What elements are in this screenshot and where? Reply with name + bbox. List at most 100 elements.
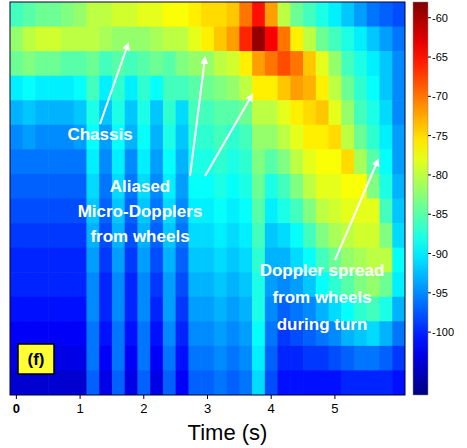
heatmap-cell bbox=[74, 149, 87, 174]
heatmap-cell bbox=[367, 346, 380, 371]
heatmap-cell bbox=[380, 51, 393, 76]
heatmap-cell bbox=[227, 51, 240, 76]
heatmap-cell bbox=[176, 100, 189, 125]
heatmap-cell bbox=[290, 51, 303, 76]
heatmap-cell bbox=[86, 370, 99, 395]
heatmap-cell bbox=[35, 248, 48, 273]
heatmap-cell bbox=[329, 346, 342, 371]
heatmap-cell bbox=[354, 100, 367, 125]
heatmap-cell bbox=[35, 76, 48, 101]
heatmap-cell bbox=[150, 370, 163, 395]
heatmap-cell bbox=[329, 174, 342, 199]
heatmap-cell bbox=[380, 2, 393, 27]
heatmap-cell bbox=[23, 125, 36, 150]
heatmap-cell bbox=[10, 199, 23, 224]
heatmap-cell bbox=[367, 223, 380, 248]
heatmap-cell bbox=[112, 27, 125, 52]
heatmap-cell bbox=[227, 346, 240, 371]
heatmap-cell bbox=[112, 321, 125, 346]
heatmap-cell bbox=[354, 51, 367, 76]
heatmap-cell bbox=[48, 174, 61, 199]
heatmap-cell bbox=[329, 125, 342, 150]
heatmap-cell bbox=[214, 2, 227, 27]
heatmap-cell bbox=[61, 297, 74, 322]
colorbar-tick bbox=[428, 174, 431, 175]
heatmap-cell bbox=[201, 346, 214, 371]
heatmap-cell bbox=[74, 297, 87, 322]
heatmap-cell bbox=[392, 100, 405, 125]
heatmap-cell bbox=[48, 2, 61, 27]
heatmap-cell bbox=[341, 51, 354, 76]
heatmap-cell bbox=[227, 174, 240, 199]
heatmap-cell bbox=[61, 321, 74, 346]
heatmap-cell bbox=[188, 370, 201, 395]
heatmap-cell bbox=[252, 174, 265, 199]
colorbar-tick-label: -85 bbox=[432, 208, 448, 220]
heatmap-cell bbox=[354, 370, 367, 395]
heatmap-cell bbox=[61, 223, 74, 248]
heatmap-cell bbox=[252, 199, 265, 224]
heatmap-cell bbox=[23, 321, 36, 346]
heatmap-cell bbox=[367, 2, 380, 27]
heatmap-cell bbox=[278, 51, 291, 76]
heatmap-cell bbox=[23, 297, 36, 322]
heatmap-cell bbox=[86, 100, 99, 125]
heatmap-cell bbox=[380, 174, 393, 199]
heatmap-cell bbox=[265, 76, 278, 101]
heatmap-cell bbox=[392, 51, 405, 76]
heatmap-cell bbox=[74, 100, 87, 125]
x-tick-label: 0 bbox=[13, 401, 20, 416]
heatmap-cell bbox=[150, 125, 163, 150]
heatmap-cell bbox=[150, 76, 163, 101]
annotations: ChassisAliasedMicro-Dopplersfrom wheelsD… bbox=[67, 44, 384, 334]
heatmap-cell bbox=[125, 370, 138, 395]
colorbar-tick bbox=[428, 135, 431, 136]
heatmap-cell bbox=[74, 27, 87, 52]
chart: 012345Time (s)-60-65-70-75-80-85-90-95-1… bbox=[0, 0, 467, 448]
heatmap-cell bbox=[188, 248, 201, 273]
x-tick-label: 2 bbox=[140, 401, 147, 416]
heatmap-cell bbox=[150, 100, 163, 125]
heatmap-cell bbox=[188, 346, 201, 371]
heatmap-cell bbox=[227, 199, 240, 224]
heatmap-cell bbox=[265, 199, 278, 224]
heatmap-cell bbox=[252, 27, 265, 52]
colorbar-tick-label: -60 bbox=[432, 12, 448, 24]
heatmap-cell bbox=[150, 248, 163, 273]
heatmap-cell bbox=[316, 100, 329, 125]
heatmap-cell bbox=[125, 248, 138, 273]
heatmap-cell bbox=[188, 51, 201, 76]
heatmap-cell bbox=[48, 27, 61, 52]
heatmap-cell bbox=[380, 370, 393, 395]
heatmap-cell bbox=[23, 76, 36, 101]
heatmap-cell bbox=[354, 346, 367, 371]
heatmap-cell bbox=[35, 2, 48, 27]
heatmap-cell bbox=[380, 321, 393, 346]
heatmap-cell bbox=[10, 76, 23, 101]
annotation-text: from wheels bbox=[272, 288, 371, 307]
heatmap-cell bbox=[10, 51, 23, 76]
heatmap-cell bbox=[341, 174, 354, 199]
heatmap-cell bbox=[392, 149, 405, 174]
heatmap-cell bbox=[137, 297, 150, 322]
heatmap-cell bbox=[265, 125, 278, 150]
heatmap-cell bbox=[125, 51, 138, 76]
heatmap-cell bbox=[86, 272, 99, 297]
heatmap-cell bbox=[74, 272, 87, 297]
heatmap-cell bbox=[61, 51, 74, 76]
heatmap-cell bbox=[316, 27, 329, 52]
heatmap-cell bbox=[10, 223, 23, 248]
heatmap-cell bbox=[176, 272, 189, 297]
heatmap-cell bbox=[23, 51, 36, 76]
heatmap-cell bbox=[239, 27, 252, 52]
heatmap-cell bbox=[392, 76, 405, 101]
heatmap-cell bbox=[137, 125, 150, 150]
heatmap-cell bbox=[48, 272, 61, 297]
heatmap-cell bbox=[392, 370, 405, 395]
heatmap-cell bbox=[201, 125, 214, 150]
annotation-text: during turn bbox=[277, 315, 368, 334]
heatmap-cell bbox=[265, 27, 278, 52]
heatmap-cell bbox=[99, 370, 112, 395]
heatmap-cell bbox=[10, 321, 23, 346]
heatmap-cell bbox=[265, 346, 278, 371]
